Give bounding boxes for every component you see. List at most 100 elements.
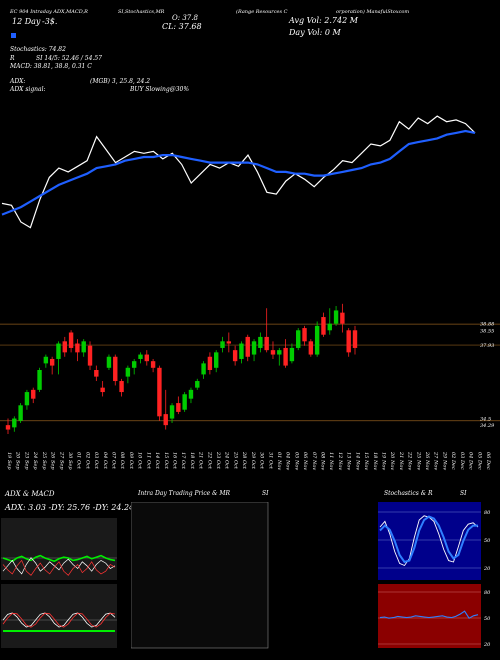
candle bbox=[188, 387, 194, 404]
price-tick-label: 34.5 bbox=[480, 417, 491, 423]
date-label: 23 Oct bbox=[215, 451, 221, 470]
date-label: 28 Oct bbox=[241, 451, 247, 470]
macd-readout: MACD: 38.81, 38.8, 0.31 C bbox=[10, 63, 92, 70]
stoch-rsi-panel: 80 50 20 80 50 20 bbox=[378, 502, 491, 648]
day-value: -3$. bbox=[42, 17, 58, 26]
date-label: 27 Sep bbox=[58, 451, 64, 470]
candle-body bbox=[340, 312, 345, 324]
candle bbox=[100, 381, 105, 397]
candle-body bbox=[182, 394, 187, 410]
candle bbox=[56, 341, 61, 375]
date-label: 11 Oct bbox=[145, 452, 151, 470]
candle bbox=[68, 330, 74, 353]
date-label: 21 Oct bbox=[198, 451, 204, 470]
candle-body bbox=[125, 367, 131, 377]
adx-readout: (MGB) 3, 25.8, 24.2 bbox=[90, 78, 151, 85]
stoch-panel-title2: SI bbox=[460, 490, 467, 497]
candle-body bbox=[327, 323, 332, 331]
price-line bbox=[1, 115, 476, 229]
candle bbox=[81, 339, 86, 357]
adx-panel-bg bbox=[1, 518, 117, 580]
candle bbox=[270, 341, 276, 359]
candle-body bbox=[81, 341, 86, 353]
candle-body bbox=[24, 392, 30, 406]
candle bbox=[62, 336, 67, 357]
date-label: 07 Nov bbox=[311, 452, 317, 470]
date-label: 06 Dec bbox=[485, 452, 491, 470]
date-label: 04 Nov bbox=[285, 452, 291, 470]
date-label: 05 Dec bbox=[476, 452, 482, 470]
candle bbox=[251, 339, 257, 362]
date-label: 27 Nov bbox=[433, 451, 439, 470]
candle bbox=[239, 341, 244, 364]
header-line1-left: EC 904 Intraday ADX,MACD,R bbox=[10, 9, 88, 15]
date-label: 17 Oct bbox=[180, 452, 186, 470]
candle bbox=[264, 308, 269, 353]
candle bbox=[346, 328, 351, 357]
candle-body bbox=[232, 350, 238, 362]
candle bbox=[31, 387, 36, 404]
candle bbox=[314, 321, 320, 357]
adx-signal: BUY Slowing@30% bbox=[130, 86, 190, 93]
candle-body bbox=[94, 370, 99, 377]
candle bbox=[157, 365, 162, 421]
price-tick-label: 37.93 bbox=[480, 343, 494, 349]
date-label: 01 Oct bbox=[76, 452, 82, 470]
rsi-panel-bg bbox=[378, 584, 481, 648]
candle bbox=[327, 308, 332, 335]
stoch-tick-label: 50 bbox=[484, 538, 491, 544]
candle bbox=[352, 325, 358, 355]
candle bbox=[24, 389, 30, 410]
candle bbox=[195, 378, 200, 390]
stoch-tick-label: 80 bbox=[484, 510, 491, 516]
candle-body bbox=[31, 389, 36, 399]
date-label: 22 Nov bbox=[407, 451, 413, 470]
day-vol: Day Vol: 0 M bbox=[289, 28, 341, 37]
macd-line bbox=[2, 612, 116, 628]
adx-panel-subtitle: ADX: 3.03 -DY: 25.76 -DY: 24.24 bbox=[5, 503, 135, 512]
candle-body bbox=[245, 336, 250, 357]
candle bbox=[144, 350, 149, 366]
stoch-panel-bg bbox=[378, 502, 481, 580]
candle bbox=[119, 378, 124, 397]
candle-body bbox=[289, 347, 295, 362]
candle-body bbox=[214, 352, 219, 368]
candle-body bbox=[270, 350, 276, 355]
date-label: 14 Nov bbox=[354, 452, 360, 470]
candle bbox=[176, 396, 181, 415]
candle-body bbox=[277, 350, 282, 355]
candle-body bbox=[75, 343, 80, 353]
candle bbox=[340, 303, 345, 333]
date-label: 06 Nov bbox=[302, 452, 308, 470]
candle-body bbox=[239, 343, 244, 359]
candle-body bbox=[144, 354, 149, 362]
date-label: 30 Sep bbox=[67, 452, 73, 470]
date-label: 25 Nov bbox=[415, 451, 421, 470]
candle bbox=[94, 365, 99, 382]
candle-body bbox=[150, 361, 156, 368]
header-line1-right2: orporation) ManafulStoxcom bbox=[336, 9, 410, 15]
candle bbox=[150, 358, 156, 373]
mri-panel-title2: SI bbox=[262, 490, 269, 497]
date-label: 24 Oct bbox=[224, 451, 230, 470]
candle bbox=[201, 361, 206, 379]
plus-di-line bbox=[2, 557, 116, 575]
adx-macd-panel bbox=[1, 518, 117, 648]
candle bbox=[131, 358, 137, 375]
header-line1-right: (Range Resources C bbox=[236, 9, 288, 15]
candle-body bbox=[201, 363, 206, 375]
date-label: 11 Nov bbox=[328, 452, 334, 470]
candle bbox=[5, 418, 11, 434]
candle bbox=[232, 345, 238, 366]
candle bbox=[321, 312, 326, 337]
date-label: 03 Oct bbox=[93, 452, 99, 470]
date-label: 26 Nov bbox=[424, 451, 430, 470]
candle-body bbox=[195, 381, 200, 388]
date-label: 09 Oct bbox=[128, 452, 134, 470]
stoch-tick-label: 20 bbox=[483, 566, 491, 572]
date-label: 20 Sep bbox=[15, 451, 21, 470]
candle-body bbox=[138, 354, 143, 359]
candle-body bbox=[62, 341, 67, 353]
candle bbox=[163, 389, 168, 430]
